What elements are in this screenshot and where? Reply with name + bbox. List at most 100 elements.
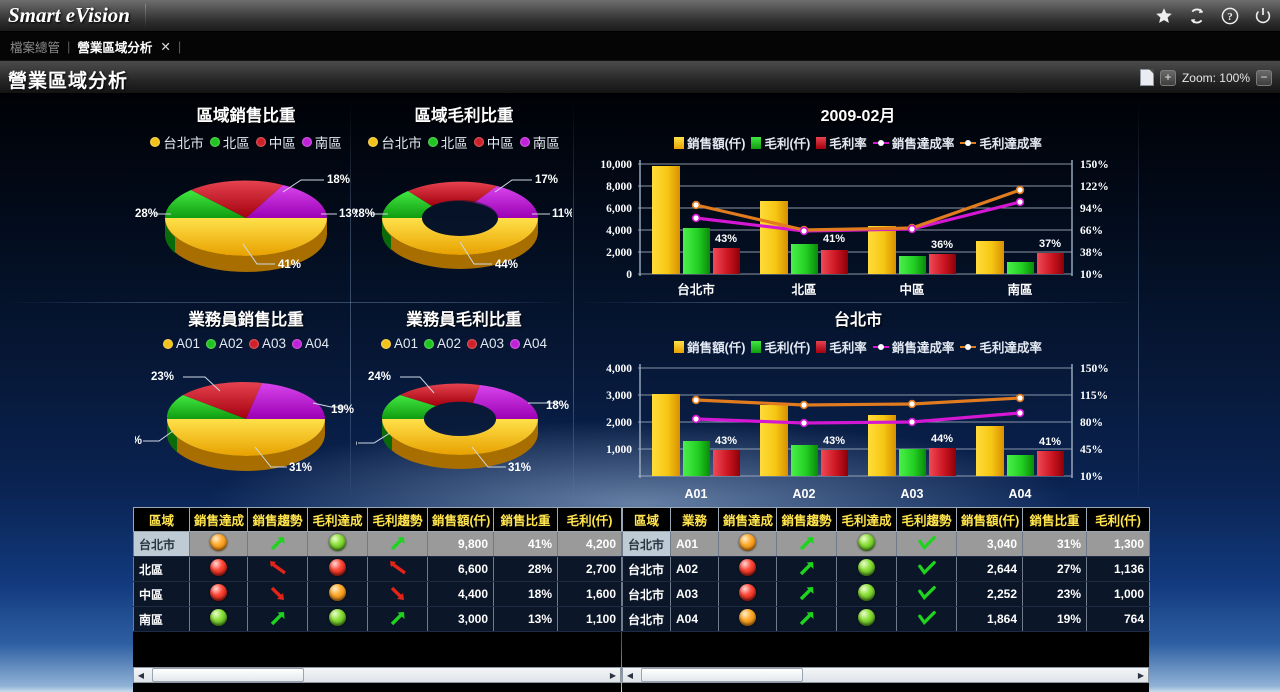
- column-header-salesrep[interactable]: 業務: [670, 507, 719, 532]
- table-row[interactable]: 台北市 A03 2,252 23% 1,000: [622, 581, 1150, 607]
- table-row[interactable]: 南區 3,000 13% 1,100: [133, 606, 622, 632]
- column-header-margin-trend[interactable]: 毛利趨勢: [896, 507, 957, 532]
- refresh-icon[interactable]: [1186, 5, 1208, 27]
- column-header-sales-trend[interactable]: 銷售趨勢: [247, 507, 308, 532]
- cell-sales-trend: [247, 581, 308, 607]
- column-header-sales-status[interactable]: 銷售達成: [718, 507, 777, 532]
- donut-chart-rep-margin[interactable]: 24% 18% 27% 31%: [356, 351, 572, 489]
- legend-label: 台北市: [381, 136, 422, 151]
- cell-margin-trend: [896, 531, 957, 557]
- column-header-sales-status[interactable]: 銷售達成: [189, 507, 248, 532]
- close-icon[interactable]: ✕: [160, 39, 171, 54]
- cell-sales-status: [189, 581, 248, 607]
- zoom-in-button[interactable]: +: [1159, 69, 1176, 86]
- left-table-scrollbar[interactable]: ◀ ▶: [133, 667, 621, 683]
- legend-item: 銷售額(仟): [674, 337, 745, 356]
- legend-item: 台北市: [368, 132, 422, 152]
- cell-region: 南區: [133, 606, 190, 632]
- table-row[interactable]: 北區 6,600 28% 2,700: [133, 556, 622, 582]
- tab-file-explorer[interactable]: 檔案總管: [10, 40, 61, 55]
- pie-label: 31%: [508, 462, 531, 474]
- cell-margin-amount: 1,600: [557, 581, 622, 607]
- salesrep-table[interactable]: 區域 業務 銷售達成 銷售趨勢 毛利達成 毛利趨勢 銷售額(仟) 銷售比重 毛利…: [622, 507, 1150, 632]
- scrollbar-track[interactable]: [637, 668, 1134, 682]
- y-axis-tick: 2,000: [606, 247, 632, 259]
- table-row[interactable]: 台北市 A01 3,040 31% 1,300: [622, 531, 1150, 557]
- table-row[interactable]: 台北市 9,800 41% 4,200: [133, 531, 622, 557]
- cell-margin-amount: 1,136: [1086, 556, 1150, 582]
- legend-label: A01: [393, 336, 418, 351]
- zoom-out-button[interactable]: −: [1256, 69, 1272, 86]
- legend-swatch-icon: [427, 137, 438, 147]
- scroll-left-arrow-icon[interactable]: ◀: [137, 670, 145, 680]
- pie-chart-region-sales[interactable]: 18% 13% 28% 41%: [135, 152, 357, 292]
- donut-chart-region-margin[interactable]: 17% 11% 28% 44%: [356, 152, 572, 292]
- scrollbar-thumb[interactable]: [152, 668, 304, 682]
- column-header-sales-share[interactable]: 銷售比重: [493, 507, 558, 532]
- right-table-scrollbar[interactable]: ◀ ▶: [622, 667, 1149, 683]
- legend-item: 南區: [301, 132, 342, 152]
- tab-separator: |: [67, 38, 71, 54]
- column-header-margin-status[interactable]: 毛利達成: [307, 507, 368, 532]
- column-header-sales-share[interactable]: 銷售比重: [1022, 507, 1087, 532]
- bar-data-label: 41%: [823, 233, 845, 245]
- cell-sales-share: 18%: [493, 581, 558, 607]
- cell-margin-trend: [896, 606, 957, 632]
- bar-chart-taipei[interactable]: 4,000 3,000 2,000 1,000 150% 115% 80% 45…: [580, 356, 1136, 506]
- x-axis-label: 台北市: [677, 282, 715, 297]
- region-table[interactable]: 區域 銷售達成 銷售趨勢 毛利達成 毛利趨勢 銷售額(仟) 銷售比重 毛利(仟)…: [133, 507, 622, 632]
- bar-data-label: 43%: [823, 435, 845, 447]
- chart-title: 區域毛利比重: [414, 107, 514, 125]
- pie-chart-rep-sales[interactable]: 23% 19% 27% 31%: [135, 351, 357, 489]
- column-header-sales-trend[interactable]: 銷售趨勢: [776, 507, 837, 532]
- table-row[interactable]: 中區 4,400 18% 1,600: [133, 581, 622, 607]
- chart-title: 台北市: [833, 312, 882, 329]
- line-series-margin-achievement: [695, 188, 1021, 232]
- column-header-margin-amount[interactable]: 毛利(仟): [557, 507, 622, 532]
- tab-sales-region-analysis[interactable]: 營業區域分析: [77, 40, 153, 55]
- column-header-sales-amount[interactable]: 銷售額(仟): [427, 507, 494, 532]
- scroll-right-arrow-icon[interactable]: ▶: [609, 670, 617, 680]
- cell-region: 中區: [133, 581, 190, 607]
- tab-strip: 檔案總管 | 營業區域分析 ✕ |: [0, 32, 1280, 61]
- column-header-region[interactable]: 區域: [622, 507, 671, 532]
- legend-swatch-icon: [150, 137, 161, 147]
- scrollbar-thumb[interactable]: [641, 668, 803, 682]
- pie-label: 24%: [368, 371, 391, 383]
- panel-divider-vertical-3: [1138, 100, 1139, 504]
- cell-sales-amount: 3,040: [956, 531, 1023, 557]
- legend-swatch-icon: [816, 136, 827, 149]
- table-row[interactable]: 台北市 A02 2,644 27% 1,136: [622, 556, 1150, 582]
- star-icon[interactable]: [1153, 5, 1175, 27]
- chart-legend: 銷售額(仟) 毛利(仟) 毛利率 銷售達成率 毛利達成率: [580, 133, 1136, 152]
- chart-panel-rep-margin: 業務員毛利比重 A01 A02 A03 A04 24% 18% 2: [356, 306, 572, 489]
- status-light-icon: [329, 559, 346, 576]
- legend-swatch-icon: [380, 338, 391, 349]
- status-light-icon: [329, 609, 346, 626]
- help-icon[interactable]: ?: [1219, 5, 1241, 27]
- chart-panel-region-margin: 區域毛利比重 台北市 北區 中區 南區 17% 11% 28%: [356, 102, 572, 292]
- power-icon[interactable]: [1252, 5, 1274, 27]
- scroll-right-arrow-icon[interactable]: ▶: [1137, 670, 1145, 680]
- legend-item: 北區: [427, 132, 468, 152]
- scroll-left-arrow-icon[interactable]: ◀: [626, 670, 634, 680]
- cell-sales-trend: [776, 556, 837, 582]
- cell-margin-status: [836, 581, 897, 607]
- column-header-margin-trend[interactable]: 毛利趨勢: [367, 507, 428, 532]
- cell-region: 台北市: [622, 531, 671, 557]
- column-header-sales-amount[interactable]: 銷售額(仟): [956, 507, 1023, 532]
- bar-chart-region[interactable]: 10,000 8,000 6,000 4,000 2,000 0 150% 12…: [580, 152, 1136, 302]
- column-header-margin-status[interactable]: 毛利達成: [836, 507, 897, 532]
- legend-swatch-icon: [162, 338, 173, 349]
- column-header-margin-amount[interactable]: 毛利(仟): [1086, 507, 1150, 532]
- page-title: 營業區域分析: [8, 71, 129, 92]
- bar-data-label: 43%: [715, 435, 737, 447]
- scrollbar-track[interactable]: [148, 668, 606, 682]
- document-icon[interactable]: [1139, 69, 1154, 86]
- legend-item: 毛利達成率: [960, 133, 1042, 152]
- legend-label: A02: [218, 336, 243, 351]
- column-header-region[interactable]: 區域: [133, 507, 190, 532]
- status-light-icon: [739, 534, 756, 551]
- cell-sales-trend: [247, 531, 308, 557]
- table-row[interactable]: 台北市 A04 1,864 19% 764: [622, 606, 1150, 632]
